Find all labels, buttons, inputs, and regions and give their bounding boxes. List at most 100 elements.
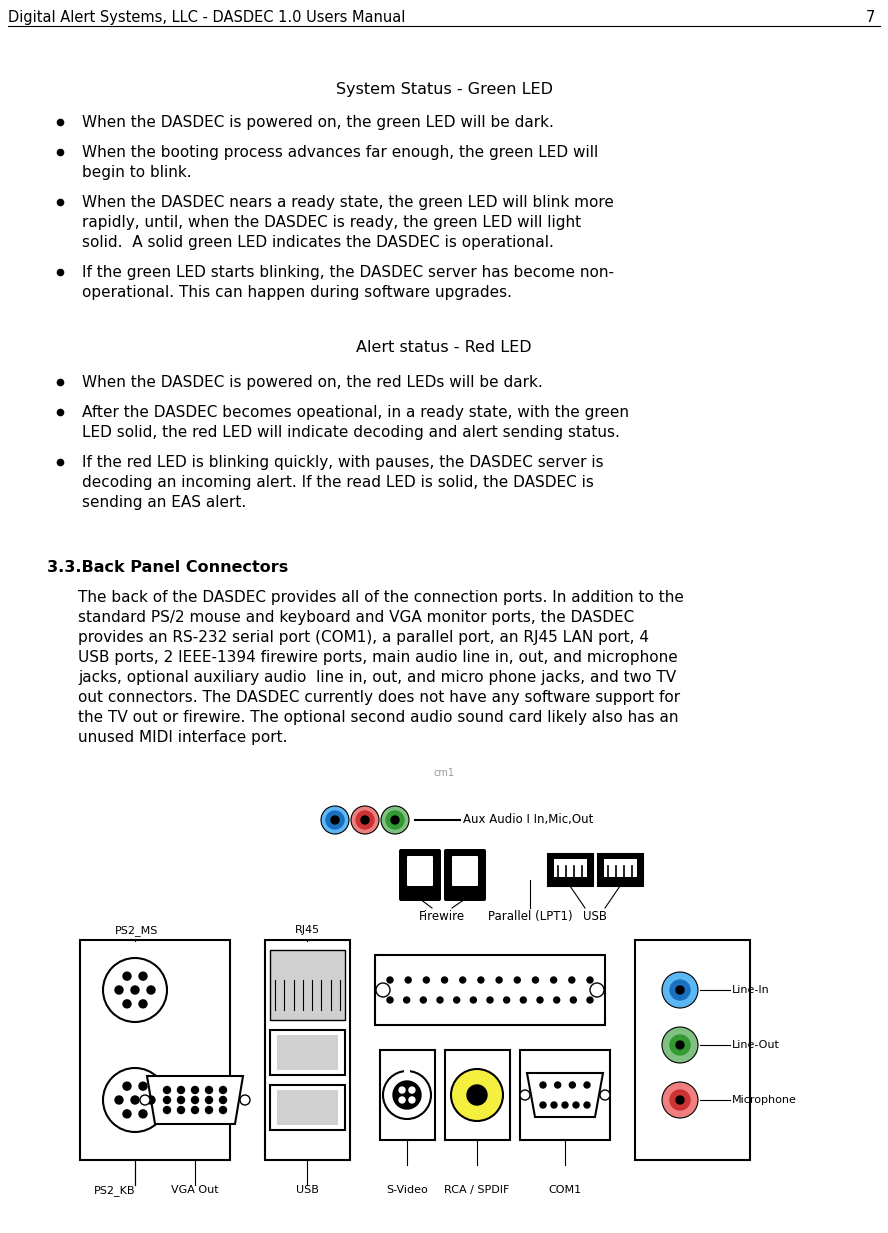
Text: begin to blink.: begin to blink. bbox=[82, 165, 192, 180]
Circle shape bbox=[537, 997, 543, 1002]
Circle shape bbox=[139, 972, 147, 980]
Text: When the booting process advances far enough, the green LED will: When the booting process advances far en… bbox=[82, 145, 599, 160]
FancyBboxPatch shape bbox=[270, 949, 345, 1020]
Text: Digital Alert Systems, LLC - DASDEC 1.0 Users Manual: Digital Alert Systems, LLC - DASDEC 1.0 … bbox=[8, 10, 406, 25]
Circle shape bbox=[540, 1083, 546, 1088]
Circle shape bbox=[570, 997, 576, 1002]
Text: VGA Out: VGA Out bbox=[171, 1185, 218, 1195]
Circle shape bbox=[551, 977, 557, 983]
Text: USB ports, 2 IEEE-1394 firewire ports, main audio line in, out, and microphone: USB ports, 2 IEEE-1394 firewire ports, m… bbox=[78, 650, 678, 665]
Text: out connectors. The DASDEC currently does not have any software support for: out connectors. The DASDEC currently doe… bbox=[78, 690, 680, 705]
Circle shape bbox=[103, 958, 167, 1022]
Circle shape bbox=[420, 997, 426, 1002]
Text: USB: USB bbox=[296, 1185, 319, 1195]
Circle shape bbox=[219, 1096, 226, 1104]
Circle shape bbox=[487, 997, 493, 1002]
Polygon shape bbox=[527, 1073, 603, 1117]
Text: standard PS/2 mouse and keyboard and VGA monitor ports, the DASDEC: standard PS/2 mouse and keyboard and VGA… bbox=[78, 610, 634, 625]
Text: jacks, optional auxiliary audio  line in, out, and micro phone jacks, and two TV: jacks, optional auxiliary audio line in,… bbox=[78, 670, 676, 686]
Circle shape bbox=[676, 986, 684, 994]
Text: Line-In: Line-In bbox=[732, 985, 770, 995]
FancyBboxPatch shape bbox=[548, 854, 593, 887]
Text: S-Video: S-Video bbox=[386, 1185, 428, 1195]
Circle shape bbox=[399, 1088, 405, 1092]
FancyBboxPatch shape bbox=[375, 956, 605, 1025]
FancyBboxPatch shape bbox=[635, 940, 750, 1160]
Circle shape bbox=[178, 1106, 185, 1113]
Circle shape bbox=[409, 1088, 415, 1092]
Circle shape bbox=[573, 1102, 579, 1108]
Circle shape bbox=[205, 1106, 212, 1113]
Circle shape bbox=[441, 977, 448, 983]
Text: COM1: COM1 bbox=[549, 1185, 582, 1195]
FancyBboxPatch shape bbox=[604, 859, 637, 877]
Text: If the green LED starts blinking, the DASDEC server has become non-: If the green LED starts blinking, the DA… bbox=[82, 265, 614, 280]
Circle shape bbox=[562, 1102, 568, 1108]
Text: Line-Out: Line-Out bbox=[732, 1039, 780, 1051]
FancyBboxPatch shape bbox=[598, 854, 643, 887]
Circle shape bbox=[662, 1083, 698, 1118]
Text: Microphone: Microphone bbox=[732, 1095, 797, 1105]
Circle shape bbox=[670, 1090, 690, 1110]
Circle shape bbox=[451, 1069, 503, 1121]
Circle shape bbox=[140, 1095, 150, 1105]
Circle shape bbox=[147, 986, 155, 994]
Text: If the red LED is blinking quickly, with pauses, the DASDEC server is: If the red LED is blinking quickly, with… bbox=[82, 455, 604, 470]
Text: PS2_MS: PS2_MS bbox=[115, 925, 158, 936]
Polygon shape bbox=[147, 1076, 243, 1124]
Text: LED solid, the red LED will indicate decoding and alert sending status.: LED solid, the red LED will indicate dec… bbox=[82, 425, 620, 440]
Text: Aux Audio I In,Mic,Out: Aux Audio I In,Mic,Out bbox=[463, 814, 593, 826]
Circle shape bbox=[147, 1096, 155, 1104]
Circle shape bbox=[514, 977, 520, 983]
Circle shape bbox=[163, 1096, 170, 1104]
Text: System Status - Green LED: System Status - Green LED bbox=[336, 83, 552, 97]
Circle shape bbox=[205, 1086, 212, 1094]
Circle shape bbox=[192, 1096, 199, 1104]
Circle shape bbox=[467, 1085, 487, 1105]
Circle shape bbox=[391, 816, 399, 824]
Circle shape bbox=[569, 977, 575, 983]
Circle shape bbox=[533, 977, 538, 983]
Text: unused MIDI interface port.: unused MIDI interface port. bbox=[78, 730, 288, 745]
Circle shape bbox=[139, 1083, 147, 1090]
Text: rapidly, until, when the DASDEC is ready, the green LED will light: rapidly, until, when the DASDEC is ready… bbox=[82, 215, 581, 231]
Circle shape bbox=[178, 1086, 185, 1094]
Circle shape bbox=[123, 1000, 131, 1007]
Circle shape bbox=[383, 1071, 431, 1120]
Circle shape bbox=[555, 1083, 560, 1088]
Text: When the DASDEC is powered on, the red LEDs will be dark.: When the DASDEC is powered on, the red L… bbox=[82, 375, 543, 390]
Circle shape bbox=[192, 1106, 199, 1113]
Circle shape bbox=[600, 1090, 610, 1100]
Circle shape bbox=[123, 1083, 131, 1090]
Circle shape bbox=[139, 1110, 147, 1118]
Circle shape bbox=[670, 980, 690, 1000]
Circle shape bbox=[409, 1097, 415, 1104]
Circle shape bbox=[676, 1041, 684, 1049]
Circle shape bbox=[662, 972, 698, 1009]
Circle shape bbox=[662, 1027, 698, 1063]
Text: When the DASDEC nears a ready state, the green LED will blink more: When the DASDEC nears a ready state, the… bbox=[82, 195, 614, 210]
FancyBboxPatch shape bbox=[265, 940, 350, 1160]
Circle shape bbox=[437, 997, 443, 1002]
Circle shape bbox=[569, 1083, 575, 1088]
Circle shape bbox=[478, 977, 484, 983]
FancyBboxPatch shape bbox=[444, 850, 486, 901]
FancyBboxPatch shape bbox=[277, 1090, 338, 1124]
Circle shape bbox=[424, 977, 430, 983]
Text: Firewire: Firewire bbox=[419, 910, 465, 924]
Circle shape bbox=[376, 983, 390, 997]
Text: solid.  A solid green LED indicates the DASDEC is operational.: solid. A solid green LED indicates the D… bbox=[82, 236, 554, 250]
Text: The back of the DASDEC provides all of the connection ports. In addition to the: The back of the DASDEC provides all of t… bbox=[78, 591, 684, 605]
Circle shape bbox=[405, 977, 411, 983]
Circle shape bbox=[386, 811, 404, 829]
Circle shape bbox=[590, 983, 604, 997]
FancyBboxPatch shape bbox=[270, 1030, 345, 1075]
Text: Parallel (LPT1): Parallel (LPT1) bbox=[488, 910, 572, 924]
Circle shape bbox=[503, 997, 510, 1002]
Circle shape bbox=[331, 816, 339, 824]
Text: provides an RS-232 serial port (COM1), a parallel port, an RJ45 LAN port, 4: provides an RS-232 serial port (COM1), a… bbox=[78, 630, 649, 645]
Circle shape bbox=[540, 1102, 546, 1108]
Circle shape bbox=[361, 816, 369, 824]
Circle shape bbox=[219, 1106, 226, 1113]
Text: cm1: cm1 bbox=[433, 768, 455, 778]
